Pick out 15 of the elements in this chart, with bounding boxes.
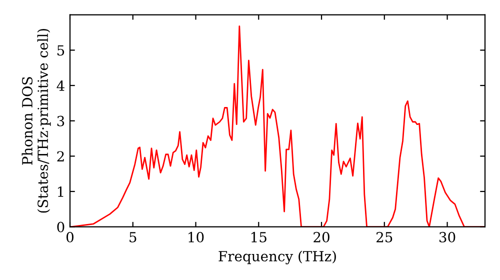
x-tick-label: 30 <box>439 232 456 242</box>
y-axis-title: Phonon DOS (States/THz·primitive cell) <box>22 28 51 213</box>
y-tick-label: 4 <box>56 80 64 91</box>
x-tick-label: 25 <box>376 232 392 242</box>
x-axis-title: Frequency (THz) <box>218 250 336 264</box>
x-tick-label: 5 <box>130 232 136 242</box>
y-tick-label: 5 <box>57 45 64 56</box>
y-tick-label: 2 <box>57 151 64 162</box>
y-tick-label: 1 <box>58 186 64 197</box>
y-tick-label: 3 <box>57 116 64 126</box>
x-tick-label: 10 <box>188 232 204 242</box>
x-tick-label: 0 <box>66 232 74 242</box>
x-tick-label: 15 <box>251 232 266 242</box>
y-tick-label: 0 <box>57 222 64 232</box>
x-tick-label: 20 <box>314 232 330 242</box>
